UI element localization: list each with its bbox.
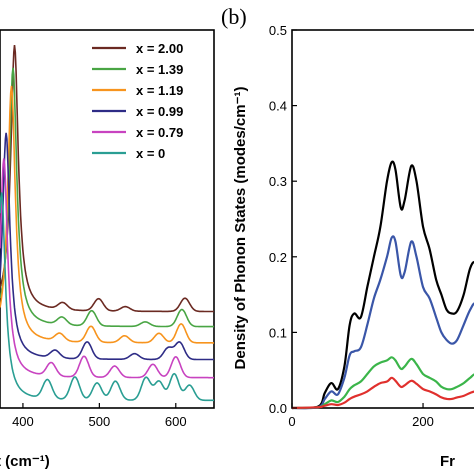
- panel-b-y-tick-label-1: 0.1: [269, 325, 287, 340]
- panel-a-legend-label-0: x = 2.00: [136, 41, 183, 56]
- panel-b-x-ticks: 0 200: [288, 403, 434, 429]
- panel-b-series-2: [291, 356, 474, 410]
- panel-b: (b) 0 200 0.0 0.1 0.2 0.3 0.4 0.5 Density of P…: [221, 4, 474, 470]
- panel-a-curves: [0, 45, 214, 402]
- panel-b-y-ticks: 0.0 0.1 0.2 0.3 0.4 0.5: [269, 23, 297, 416]
- panel-a-series-0: [0, 45, 214, 313]
- panel-b-y-tick-label-4: 0.4: [269, 99, 287, 114]
- panel-a-x-ticks: 400 500 600: [12, 403, 187, 429]
- panel-a-series-1: [0, 67, 214, 328]
- panel-b-series-1: [291, 235, 474, 410]
- panel-b-y-axis-title: Density of Phonon States (modes/cm⁻¹): [232, 87, 249, 370]
- panel-a-legend-label-5: x = 0: [136, 146, 165, 161]
- panel-b-frame: [291, 29, 474, 409]
- panel-a-legend-label-2: x = 1.19: [136, 83, 183, 98]
- panel-b-x-tick-label-1: 200: [412, 414, 434, 429]
- panel-b-label: (b): [221, 4, 247, 29]
- panel-a-legend: x = 2.00 x = 1.39 x = 1.19 x = 0.99 x = 0.79…: [92, 41, 183, 161]
- panel-a-x-axis-title: t (cm⁻¹): [0, 453, 50, 470]
- panel-b-series-0: [291, 160, 474, 410]
- panel-a-x-tick-label-0: 400: [12, 414, 34, 429]
- panel-a: 400 500 600 x = 2.00 x = 1.39 x = 1.19 x = 0.…: [0, 29, 215, 470]
- panel-a-series-2: [0, 85, 214, 344]
- panel-a-legend-label-1: x = 1.39: [136, 62, 183, 77]
- panel-b-series-3: [291, 376, 474, 410]
- panel-a-x-tick-label-2: 600: [165, 414, 187, 429]
- panel-a-legend-label-3: x = 0.99: [136, 104, 183, 119]
- panel-a-series-3: [0, 132, 214, 361]
- panel-b-y-tick-label-3: 0.3: [269, 174, 287, 189]
- panel-b-curves: [291, 160, 474, 410]
- panel-b-y-tick-label-5: 0.5: [269, 23, 287, 38]
- panel-b-x-axis-title: Fr: [440, 453, 455, 470]
- panel-a-x-tick-label-1: 500: [89, 414, 111, 429]
- panel-b-y-tick-label-2: 0.2: [269, 250, 287, 265]
- panel-a-frame: [0, 29, 215, 409]
- panel-a-series-4: [0, 158, 214, 379]
- panel-b-x-tick-label-0: 0: [288, 414, 295, 429]
- panel-b-y-tick-label-0: 0.0: [269, 401, 287, 416]
- panel-a-series-5: [0, 192, 214, 402]
- panel-a-legend-label-4: x = 0.79: [136, 125, 183, 140]
